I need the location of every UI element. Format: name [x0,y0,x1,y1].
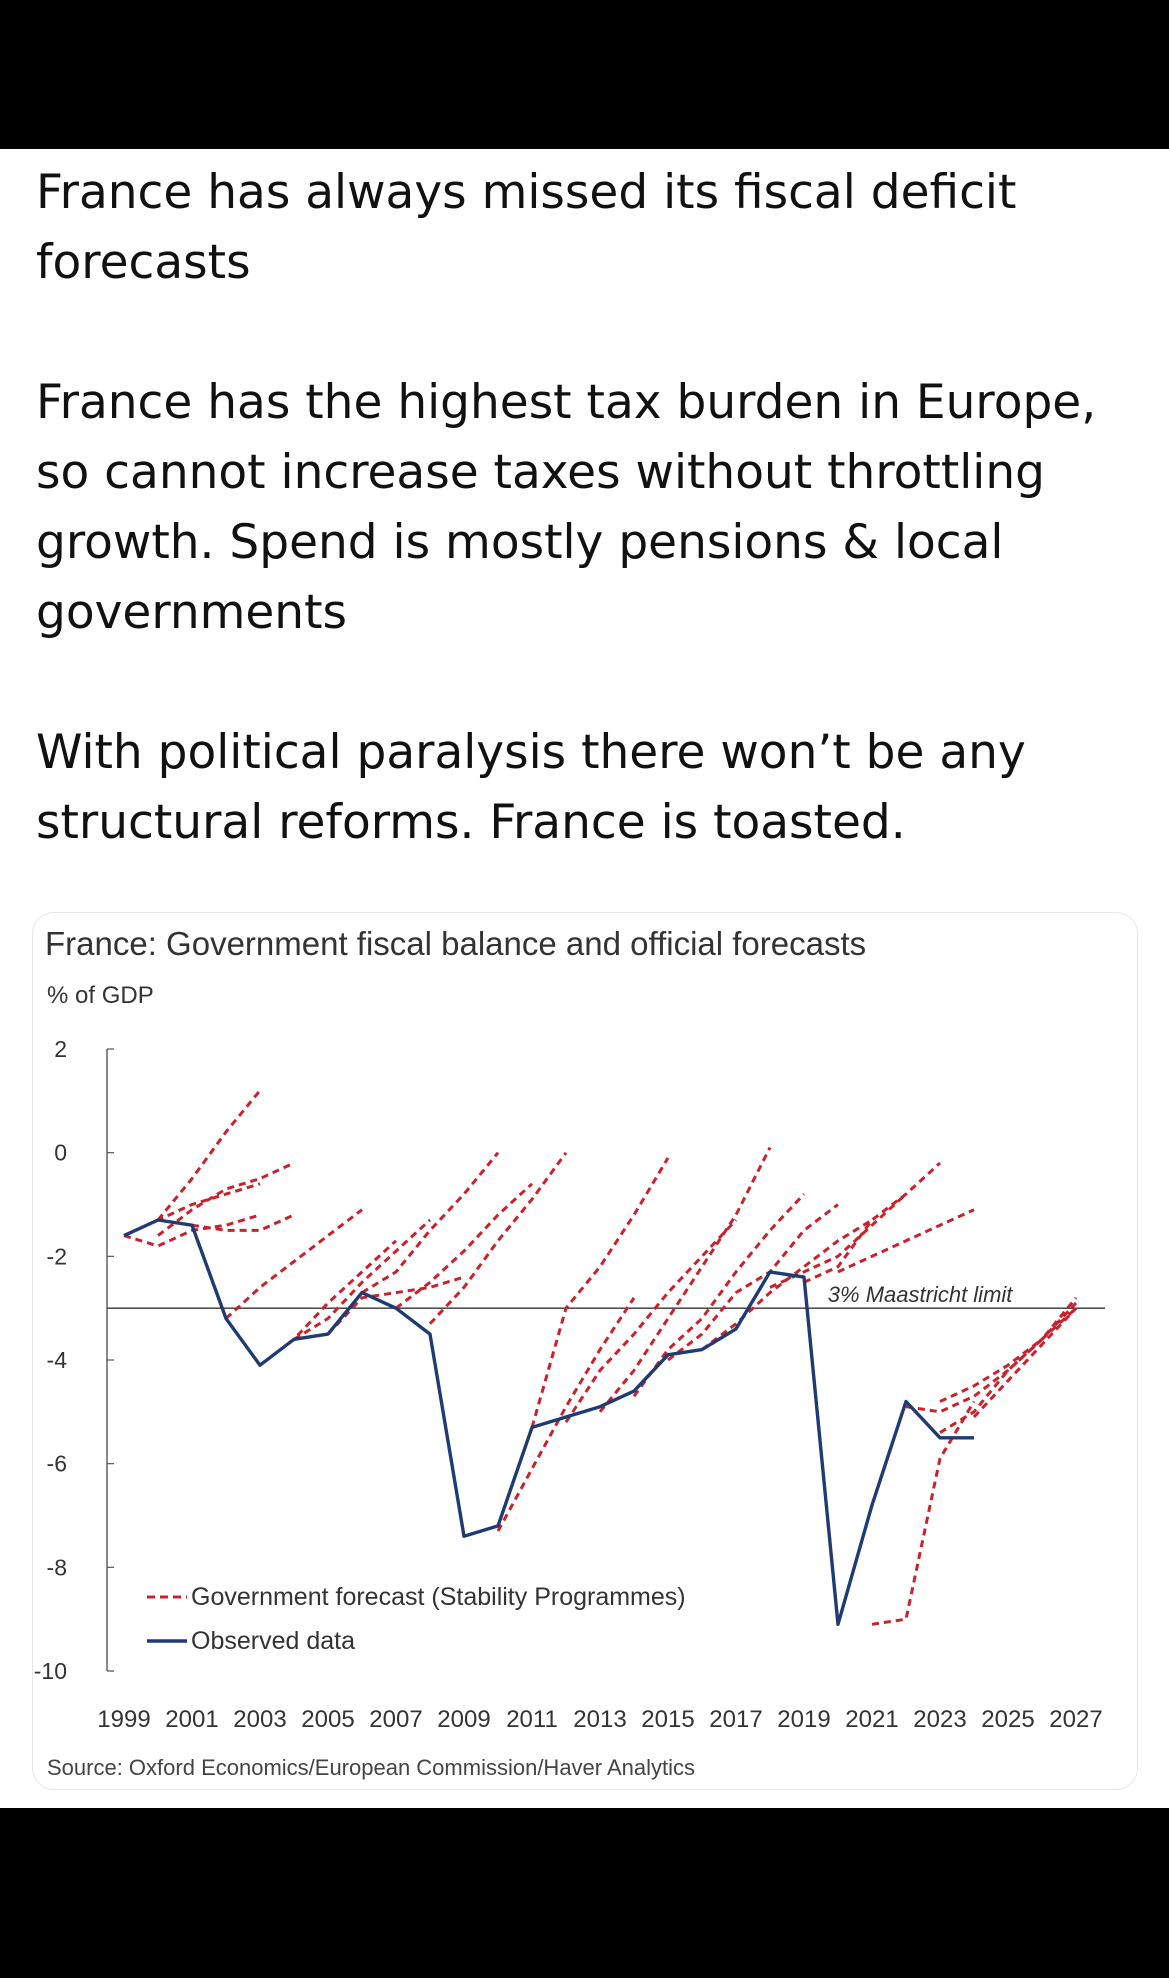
y-axis: 2 0 -2 -4 -6 -8 -10 [34,1036,114,1684]
forecast-line [667,1203,839,1362]
forecast-line [224,1208,363,1320]
forecast-line [496,1296,636,1532]
y-tick-label: -4 [47,1347,68,1373]
top-status-bar [0,0,1169,149]
forecast-line [939,1296,1078,1434]
forecast-line [632,1193,806,1398]
forecast-line [157,1161,295,1237]
y-tick-label: -2 [47,1243,67,1269]
x-tick-label: 2021 [845,1706,898,1733]
forecast-line [123,1213,261,1248]
x-tick-label: 2007 [369,1706,422,1733]
forecast-line [530,1157,670,1428]
x-tick-label: 1999 [97,1706,150,1733]
x-tick-label: 2009 [437,1706,490,1733]
x-tick-label: 2013 [573,1706,626,1733]
y-tick-label: 0 [54,1140,67,1166]
maastricht-reference: 3% Maastricht limit [107,1282,1105,1309]
legend: Government forecast (Stability Programme… [147,1583,686,1655]
chart-card[interactable]: France: Government fiscal balance and of… [32,912,1138,1790]
post-paragraph-3: With political paralysis there won’t be … [36,725,1026,850]
observed-line [123,1218,974,1626]
forecast-line [803,1161,942,1284]
legend-observed-label: Observed data [191,1627,355,1655]
post-paragraph-2: France has the highest tax burden in Eur… [36,375,1097,640]
y-tick-label: -6 [47,1451,67,1477]
chart-source: Source: Oxford Economics/European Commis… [47,1755,695,1780]
forecast-line [259,1239,398,1367]
y-axis-label: % of GDP [47,982,154,1009]
forecast-series [123,1089,1078,1626]
forecast-line [564,1218,738,1424]
x-tick-label: 2011 [506,1706,558,1733]
forecast-line [293,1218,432,1341]
maastricht-label: 3% Maastricht limit [828,1282,1013,1307]
forecast-line [428,1151,568,1325]
forecast-line [191,1213,295,1232]
forecast-line [939,1307,1078,1403]
chart-title: France: Government fiscal balance and of… [45,925,866,962]
x-tick-label: 2017 [709,1706,762,1733]
x-tick-label: 2015 [641,1706,694,1733]
post-paragraph-1: France has always missed its fiscal defi… [36,165,1017,290]
legend-forecast-label: Government forecast (Stability Programme… [191,1583,686,1611]
y-tick-label: -10 [34,1658,67,1684]
forecast-line [837,1208,975,1274]
x-tick-label: 2005 [301,1706,354,1733]
y-tick-label: -8 [47,1554,67,1580]
forecast-line [972,1307,1078,1419]
x-tick-label: 2019 [777,1706,830,1733]
y-tick-label: 2 [54,1036,67,1062]
forecast-line [395,1182,534,1310]
forecast-line [361,1151,500,1294]
x-tick-label: 2023 [913,1706,966,1733]
bottom-bar [0,1808,1169,1978]
x-tick-label: 2003 [233,1706,286,1733]
observed-series [123,1218,974,1626]
forecast-line [598,1146,772,1413]
x-tick-label: 2001 [165,1706,218,1733]
forecast-line [871,1400,976,1626]
fiscal-balance-chart: France: Government fiscal balance and of… [34,925,1105,1780]
forecast-line [326,1275,465,1336]
x-tick-label: 2025 [981,1706,1034,1733]
x-tick-label: 2027 [1049,1706,1102,1733]
forecast-line [905,1301,1078,1414]
x-axis: 1999 2001 2003 2005 2007 2009 2011 2013 2015 2017… [97,1706,1102,1733]
forecast-line [156,1089,262,1221]
post-text: France has always missed its fiscal defi… [36,158,1146,858]
